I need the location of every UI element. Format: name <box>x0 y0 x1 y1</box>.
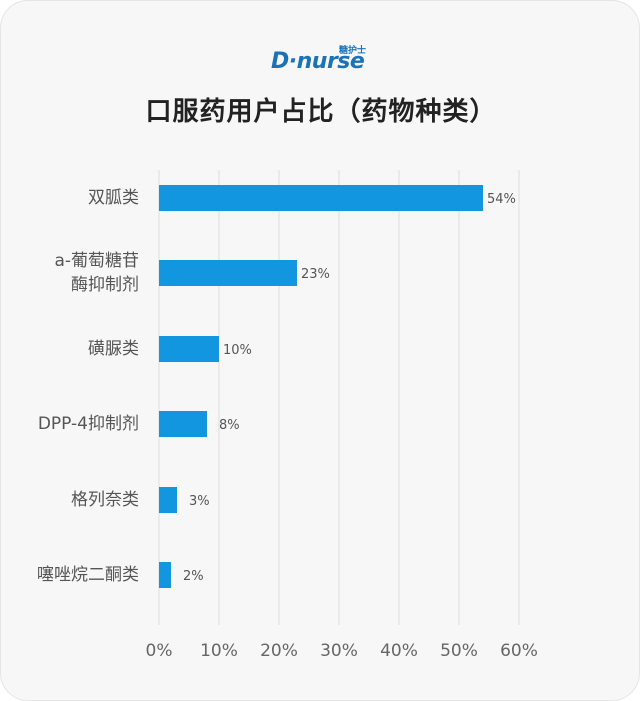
x-tick-label: 50% <box>440 641 478 661</box>
x-tick-label: 40% <box>380 641 418 661</box>
category-label: 格列奈类 <box>71 490 139 510</box>
x-tick-label: 20% <box>260 641 298 661</box>
x-tick-label: 30% <box>320 641 358 661</box>
bar-value-label: 2% <box>183 569 204 584</box>
bar-value-label: 23% <box>301 267 330 282</box>
category-label: DPP-4抑制剂 <box>37 414 139 434</box>
dnurse-logo: D·nurse 糖护士 <box>271 43 381 77</box>
bar-value-label: 8% <box>219 418 240 433</box>
bar <box>159 411 207 437</box>
x-tick-label: 10% <box>200 641 238 661</box>
bar <box>159 336 219 362</box>
chart-title: 口服药用户占比（药物种类） <box>145 97 497 127</box>
x-tick-label: 60% <box>500 641 538 661</box>
category-label: a-葡萄糖苷 酶抑制剂 <box>54 251 139 295</box>
bar <box>159 260 297 286</box>
logo-brand: D·nurse <box>271 49 365 74</box>
bar <box>159 185 483 211</box>
category-label: 双胍类 <box>88 188 139 208</box>
bar <box>159 562 171 588</box>
bar-value-label: 10% <box>223 343 252 358</box>
logo-subtext: 糖护士 <box>339 46 367 56</box>
bar-value-label: 3% <box>189 494 210 509</box>
category-label: 磺脲类 <box>88 339 139 359</box>
bar <box>159 487 177 513</box>
bar-value-label: 54% <box>487 192 516 207</box>
x-tick-label: 0% <box>146 641 173 661</box>
category-label: 噻唑烷二酮类 <box>37 565 139 585</box>
